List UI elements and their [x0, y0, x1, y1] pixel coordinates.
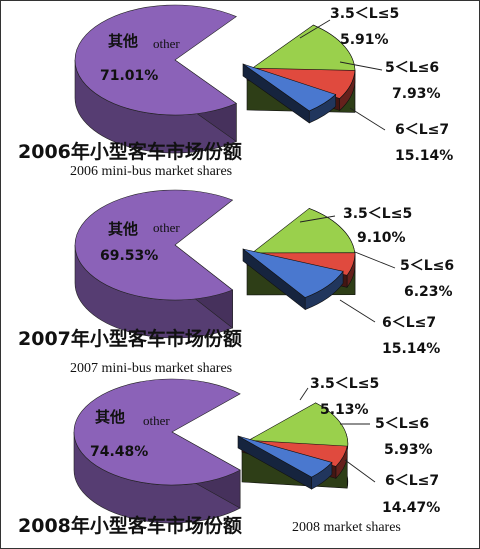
chart-subtitle-3: 2008 market shares — [292, 520, 401, 535]
pie-chart-1: 其他 other 71.01% 3.5＜L≤5 5.91% 5＜L≤6 7.93% 6＜L≤7… — [18, 4, 453, 179]
chart-subtitle-2: 2007 mini-bus market shares — [70, 361, 232, 376]
other-label-en: other — [153, 36, 180, 51]
green-slice-category-label: 6＜L≤7 — [382, 315, 436, 331]
green-slice-leader-line — [349, 107, 386, 131]
other-value-label: 69.53% — [100, 248, 158, 264]
blue-slice-category-label: 3.5＜L≤5 — [330, 6, 399, 22]
other-label-cn: 其他 — [95, 408, 125, 426]
red-slice-leader-line — [354, 251, 396, 269]
blue-slice-leader-line — [299, 215, 336, 223]
green-slice — [246, 24, 356, 75]
other-label-en: other — [153, 220, 180, 235]
blue-slice — [237, 435, 333, 478]
green-slice-leader-line — [344, 459, 376, 483]
blue-slice-category-label: 3.5＜L≤5 — [343, 206, 412, 222]
green-slice — [240, 402, 349, 451]
blue-slice-leader-line — [299, 19, 331, 39]
blue-slice — [242, 63, 337, 112]
other-slice — [73, 378, 241, 486]
red-slice-value-label: 7.93% — [392, 86, 441, 102]
other-slice — [74, 4, 237, 116]
green-slice-leader-line — [339, 299, 376, 323]
other-label-cn: 其他 — [108, 32, 138, 50]
green-slice-category-label: 6＜L≤7 — [385, 473, 439, 489]
other-label-cn: 其他 — [108, 220, 138, 238]
other-value-label: 71.01% — [100, 68, 158, 84]
blue-slice-leader-line — [299, 387, 309, 401]
blue-slice-value-label: 5.13% — [320, 402, 369, 418]
other-value-label: 74.48% — [90, 444, 148, 460]
chart-subtitle-1: 2006 mini-bus market shares — [70, 164, 232, 179]
blue-slice-category-label: 3.5＜L≤5 — [310, 376, 379, 392]
red-slice-value-label: 5.93% — [384, 442, 433, 458]
pie-chart-3: 其他 other 74.48% 3.5＜L≤5 5.13% 5＜L≤6 5.93% 6＜L≤7… — [18, 376, 440, 537]
chart-title-2: 2007年小型客车市场份额 — [18, 327, 242, 350]
pie-chart-2: 其他 other 69.53% 3.5＜L≤5 9.10% 5＜L≤6 6.23% 6＜L≤7… — [18, 189, 454, 376]
green-slice-value-label: 14.47% — [382, 500, 440, 516]
blue-slice-value-label: 9.10% — [357, 230, 406, 246]
red-slice-value-label: 6.23% — [404, 284, 453, 300]
blue-slice-value-label: 5.91% — [340, 32, 389, 48]
green-slice-value-label: 15.14% — [382, 341, 440, 357]
red-slice-category-label: 5＜L≤6 — [400, 258, 454, 274]
red-slice-category-label: 5＜L≤6 — [375, 416, 429, 432]
green-slice — [246, 208, 356, 258]
green-slice-value-label: 15.14% — [395, 148, 453, 164]
other-label-en: other — [143, 413, 170, 428]
blue-slice — [242, 248, 344, 298]
chart-title-3: 2008年小型客车市场份额 — [18, 514, 242, 537]
red-slice-category-label: 5＜L≤6 — [385, 60, 439, 76]
red-slice-leader-line — [339, 61, 383, 71]
other-slice — [74, 189, 234, 301]
chart-title-1: 2006年小型客车市场份额 — [18, 140, 242, 163]
green-slice-category-label: 6＜L≤7 — [395, 122, 449, 138]
